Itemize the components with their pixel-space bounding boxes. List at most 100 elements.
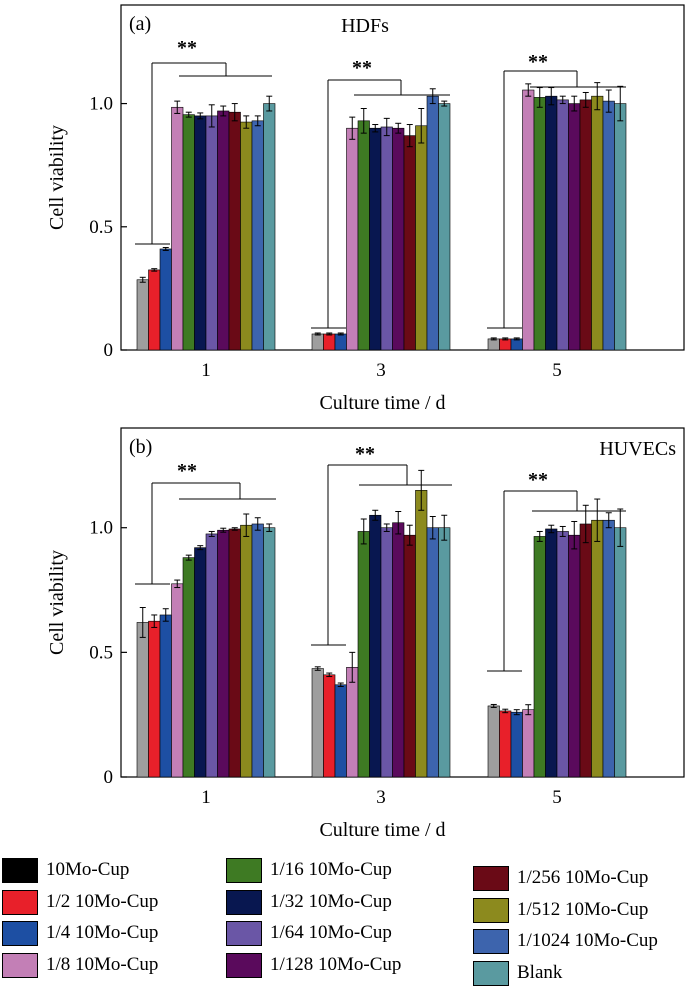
- error-bar: [395, 122, 402, 134]
- error-bar: [197, 545, 204, 551]
- y-tick-label: 0.5: [89, 217, 113, 238]
- x-axis-title: Culture time / d: [319, 819, 445, 841]
- legend-label: 1/128 10Mo-Cup: [270, 954, 402, 975]
- error-bar: [220, 105, 227, 117]
- bar: [240, 524, 253, 778]
- error-bar: [208, 104, 215, 128]
- error-bar: [208, 530, 215, 537]
- bar: [415, 490, 428, 778]
- y-tick-label: 0.5: [89, 642, 113, 663]
- error-bar: [582, 504, 589, 544]
- legend-swatch: [2, 920, 38, 946]
- legend-item: 1/512 10Mo-Cup: [473, 895, 648, 925]
- bar: [217, 110, 230, 351]
- legend-label: 1/1024 10Mo-Cup: [517, 930, 658, 951]
- bar: [426, 527, 439, 778]
- bar: [240, 121, 253, 351]
- legend-item: 1/256 10Mo-Cup: [473, 863, 648, 893]
- error-bar: [617, 508, 624, 547]
- error-bar: [162, 608, 169, 622]
- bar: [499, 338, 512, 351]
- bar: [159, 248, 172, 351]
- error-bar: [372, 509, 379, 521]
- legend-item: 1/32 10Mo-Cup: [226, 887, 392, 917]
- legend-label: 1/8 10Mo-Cup: [46, 954, 159, 975]
- bar: [182, 114, 195, 351]
- bar: [602, 519, 615, 778]
- error-bar: [326, 672, 333, 678]
- error-bar: [571, 520, 578, 550]
- legend-swatch: [2, 952, 38, 978]
- panel-label: (a): [129, 13, 151, 35]
- panel-label: (b): [129, 436, 152, 458]
- panel-title: HUVECs: [599, 438, 676, 460]
- bar: [334, 333, 347, 351]
- bar: [228, 111, 241, 351]
- error-bar: [502, 708, 509, 714]
- bar: [522, 709, 535, 778]
- error-bar: [151, 614, 158, 628]
- significance-bracket: **: [135, 37, 272, 245]
- error-bar: [266, 523, 273, 532]
- bar: [380, 126, 393, 351]
- error-bar: [139, 606, 146, 638]
- error-bar: [151, 268, 158, 272]
- bar: [614, 103, 627, 351]
- significance-stars: **: [355, 443, 375, 465]
- bar: [159, 614, 172, 778]
- error-bar: [314, 332, 321, 336]
- error-bar: [406, 124, 413, 148]
- legend-swatch: [226, 952, 262, 978]
- error-bar: [220, 527, 227, 533]
- y-axis-title: Cell viability: [46, 125, 68, 230]
- significance-bracket: **: [311, 57, 450, 329]
- bar: [392, 522, 405, 778]
- error-bar: [162, 246, 169, 251]
- bar: [346, 127, 359, 351]
- x-tick-label: 3: [376, 360, 386, 381]
- y-tick-label: 1.0: [89, 94, 113, 115]
- error-bar: [254, 517, 261, 531]
- legend-swatch: [473, 928, 509, 954]
- error-bar: [314, 666, 321, 671]
- error-bar: [502, 337, 509, 341]
- bar: [251, 120, 264, 351]
- bar: [510, 711, 523, 778]
- legend-swatch: [473, 960, 509, 986]
- bar: [556, 531, 569, 778]
- bar: [403, 534, 416, 778]
- bar: [522, 89, 535, 351]
- legend-label: Blank: [517, 962, 563, 983]
- error-bar: [349, 116, 356, 140]
- bar: [205, 115, 218, 351]
- legend-label: 1/64 10Mo-Cup: [270, 922, 392, 943]
- error-bar: [418, 108, 425, 144]
- error-bar: [383, 117, 390, 137]
- bar: [602, 100, 615, 351]
- error-bar: [231, 103, 238, 122]
- legend-swatch: [473, 865, 509, 891]
- bar: [533, 536, 546, 778]
- error-bar: [617, 85, 624, 122]
- error-bar: [441, 514, 448, 541]
- bar: [556, 99, 569, 351]
- legend-label: 1/16 10Mo-Cup: [270, 859, 392, 880]
- error-bar: [429, 88, 436, 105]
- legend-swatch: [226, 889, 262, 915]
- error-bar: [360, 108, 367, 134]
- bar: [311, 668, 324, 778]
- bar: [323, 674, 336, 778]
- error-bar: [441, 100, 448, 107]
- error-bar: [197, 112, 204, 120]
- bar: [205, 533, 218, 778]
- legend-label: 1/4 10Mo-Cup: [46, 922, 159, 943]
- error-bar: [418, 469, 425, 511]
- significance-stars: **: [352, 57, 372, 79]
- bar: [334, 684, 347, 778]
- legend-item: 1/128 10Mo-Cup: [226, 950, 401, 980]
- error-bar: [559, 95, 566, 105]
- legend-item: 1/64 10Mo-Cup: [226, 918, 392, 948]
- bar: [148, 269, 161, 351]
- legend-item: 1/8 10Mo-Cup: [2, 950, 158, 980]
- legend-swatch: [226, 920, 262, 946]
